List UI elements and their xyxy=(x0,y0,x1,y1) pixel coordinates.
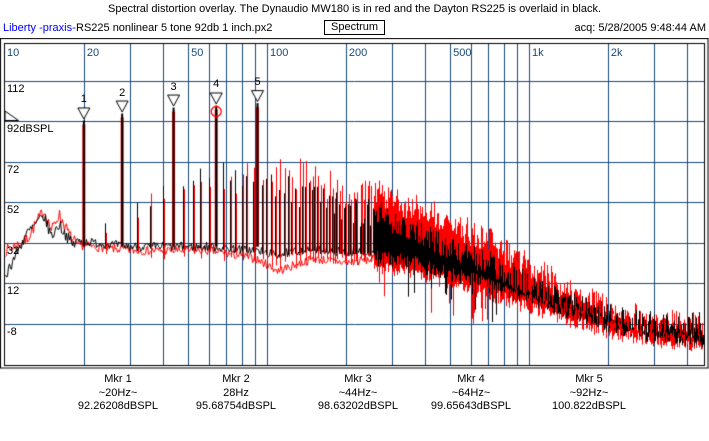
marker-level: 92.26208dBSPL xyxy=(77,400,159,412)
peak-label-5: 5 xyxy=(254,76,261,89)
overlay-title: Spectral distortion overlay. The Dynaudi… xyxy=(107,3,601,15)
marker-name: Mkr 5 xyxy=(575,373,603,385)
marker-freq: 28Hz xyxy=(223,386,249,399)
app-name-label: Liberty -praxis- xyxy=(3,22,76,34)
x-tick-1k: 1k xyxy=(532,47,544,59)
marker-name: Mkr 2 xyxy=(222,373,250,385)
x-tick-2k: 2k xyxy=(610,47,623,59)
marker-name: Mkr 4 xyxy=(457,373,485,385)
marker-name: Mkr 1 xyxy=(104,373,132,385)
marker-level: 95.68754dBSPL xyxy=(195,400,277,412)
marker-freq: ~92Hz~ xyxy=(569,386,609,399)
x-tick-10: 10 xyxy=(7,47,20,59)
x-tick-20: 20 xyxy=(86,47,100,59)
y-tick-neg8: -8 xyxy=(7,325,17,338)
y-tick-52: 52 xyxy=(7,204,20,216)
peak-label-3: 3 xyxy=(170,80,177,93)
spectrum-view-button[interactable]: Spectrum xyxy=(324,20,386,35)
acquisition-timestamp: acq: 5/28/2005 9:48:44 AM xyxy=(574,22,707,34)
marker-readout-1: Mkr 1 ~20Hz~ 92.26208dBSPL xyxy=(43,373,193,414)
marker-name: Mkr 3 xyxy=(344,373,372,385)
y-tick-112: 112 xyxy=(7,82,25,95)
y-tick-92: 92dBSPL xyxy=(7,123,54,135)
marker-level: 99.65643dBSPL xyxy=(430,400,512,412)
marker-freq: ~20Hz~ xyxy=(98,386,138,399)
marker-readout-4: Mkr 4 ~64Hz~ 99.65643dBSPL xyxy=(396,373,546,414)
x-tick-500: 500 xyxy=(453,47,472,59)
peak-label-4: 4 xyxy=(213,78,220,91)
x-tick-200: 200 xyxy=(348,47,368,59)
peak-label-1: 1 xyxy=(80,93,87,106)
marker-level: 100.822dBSPL xyxy=(551,400,626,412)
marker-readout-2: Mkr 2 28Hz 95.68754dBSPL xyxy=(161,373,311,414)
marker-level: 98.63202dBSPL xyxy=(317,400,399,412)
x-tick-100: 100 xyxy=(270,47,289,59)
spectrum-plot-canvas[interactable] xyxy=(0,38,709,370)
y-tick-12: 12 xyxy=(7,285,20,297)
marker-freq: ~64Hz~ xyxy=(451,386,491,399)
marker-readout-3: Mkr 3 ~44Hz~ 98.63202dBSPL xyxy=(283,373,433,414)
peak-label-2: 2 xyxy=(119,86,126,99)
x-tick-50: 50 xyxy=(191,47,204,59)
document-name-label: RS225 nonlinear 5 tone 92db 1 inch.px2 xyxy=(76,22,273,34)
y-tick-32: 32 xyxy=(7,244,20,257)
y-tick-72: 72 xyxy=(7,163,20,176)
marker-freq: ~44Hz~ xyxy=(338,386,378,399)
marker-readout-5: Mkr 5 ~92Hz~ 100.822dBSPL xyxy=(514,373,664,414)
